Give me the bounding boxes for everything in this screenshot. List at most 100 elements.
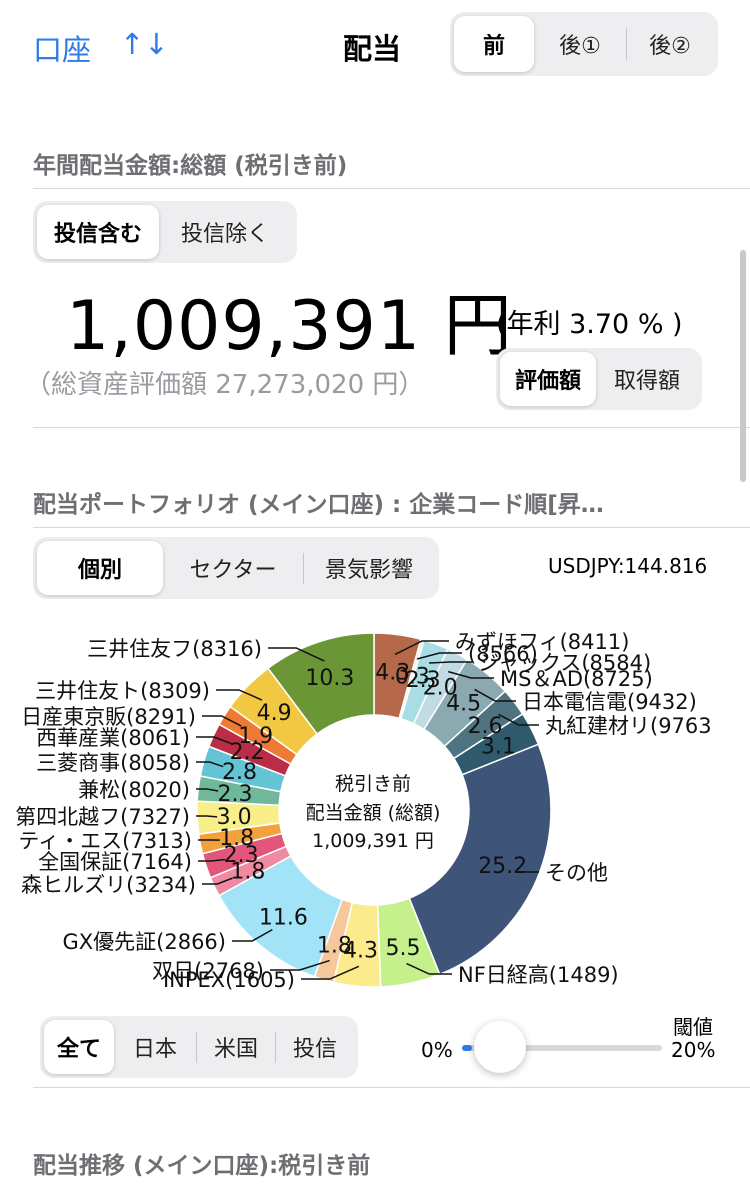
donut-slice-label: 双日(2768) [152, 959, 264, 983]
donut-slice-label: GX優先証(2866) [63, 930, 227, 954]
divider [33, 527, 750, 528]
donut-value-label: 2.0 [423, 676, 458, 701]
donut-value-label: 4.3 [343, 938, 378, 963]
tab-after-tax-1[interactable]: 後① [559, 34, 601, 59]
donut-leader-line [196, 788, 219, 792]
divider [33, 188, 750, 189]
donut-value-label: 2.3 [218, 782, 253, 807]
donut-leader-line [198, 858, 226, 862]
donut-slice-label: 兼松(8020) [78, 778, 190, 802]
donut-leader-line [416, 652, 462, 660]
donut-value-label: 10.3 [305, 666, 354, 691]
donut-leader-line [202, 877, 233, 885]
donut-leader-line [474, 688, 516, 702]
donut-slice-label: 森ヒルズリ(3234) [21, 873, 196, 897]
tab-market-value[interactable]: 評価額 [500, 352, 596, 406]
donut-value-label: 1.8 [230, 860, 265, 885]
donut-slice-label: 第四北越フ(7327) [15, 805, 190, 829]
divider [33, 1087, 750, 1088]
donut-value-label: 2.8 [222, 760, 257, 785]
tax-mode-segmented: 前 後① 後② [450, 12, 718, 76]
threshold-slider-track[interactable] [462, 1045, 662, 1051]
donut-leader-line [196, 761, 224, 768]
donut-leader-line [448, 670, 494, 679]
dividend-transition-title: 配当推移 (メイン口座):税引き前 [33, 1153, 371, 1179]
donut-leader-line [498, 713, 539, 726]
threshold-slider-fill [462, 1045, 472, 1051]
scrollbar[interactable] [740, 250, 746, 482]
divider [196, 1031, 197, 1063]
donut-value-label: 2.3 [224, 843, 259, 868]
tab-trust[interactable]: 投信 [292, 1037, 337, 1062]
donut-leader-line [270, 959, 330, 971]
portfolio-view-segmented: 個別 セクター 景気影響 [33, 537, 439, 599]
donut-slice-label: 西華産業(8061) [36, 726, 190, 750]
tab-include-trusts[interactable]: 投信含む [37, 205, 159, 259]
dividend-donut-chart: みずほフィ(8411)(8566)ジャックス(8584)MS＆AD(8725)日… [15, 630, 711, 992]
donut-value-label: 1.9 [238, 724, 273, 749]
donut-leader-line [394, 640, 449, 656]
threshold-label: 閾値 [673, 1015, 713, 1039]
threshold-min-label: 0% [421, 1038, 453, 1062]
region-filter-segmented: 全て 日本 米国 投信 [40, 1016, 358, 1078]
tab-individual[interactable]: 個別 [37, 541, 163, 595]
annual-dividend-title: 年間配当金額:総額 (税引き前) [33, 153, 348, 179]
donut-center-label: 税引き前 [335, 773, 411, 795]
donut-slice-label: 三菱商事(8058) [36, 751, 190, 775]
donut-center-total: 1,009,391 円 [312, 830, 434, 852]
donut-slice-label: ジャックス(8584) [478, 651, 651, 675]
donut-value-label: 11.6 [259, 906, 308, 931]
donut-leader-line [202, 715, 242, 727]
donut-slice-label: 日本電信電(9432) [522, 690, 697, 714]
donut-leader-line [429, 661, 472, 664]
donut-value-label: 5.5 [386, 936, 421, 961]
donut-slice-label: その他 [545, 861, 608, 885]
donut-value-label: 2.3 [406, 668, 441, 693]
tab-before-tax[interactable]: 前 [454, 16, 534, 72]
donut-slice-label: 全国保証(7164) [38, 850, 192, 874]
donut-leader-line [232, 928, 273, 942]
tab-us[interactable]: 米国 [213, 1037, 258, 1062]
donut-leader-line [268, 647, 325, 662]
donut-slice-label: 日産東京販(8291) [21, 705, 196, 729]
tab-economic-impact[interactable]: 景気影響 [324, 558, 413, 583]
donut-value-label: 25.2 [478, 854, 527, 879]
donut-slice-label: NF日経高(1489) [458, 963, 619, 987]
donut-value-label: 1.8 [317, 933, 352, 958]
donut-value-label: 4.5 [446, 691, 481, 716]
donut-value-label: 4.3 [375, 660, 410, 685]
tab-exclude-trusts[interactable]: 投信除く [180, 222, 269, 247]
threshold-slider-thumb[interactable] [474, 1021, 526, 1073]
account-button[interactable]: 口座 [33, 33, 92, 67]
tab-all[interactable]: 全て [44, 1020, 114, 1074]
tab-sector[interactable]: セクター [189, 558, 277, 583]
divider [33, 427, 750, 428]
annual-dividend-amount: 1,009,391 円 [66, 287, 513, 366]
donut-slice-label: 三井住友ト(8309) [35, 679, 210, 703]
portfolio-title: 配当ポートフォリオ (メイン口座) : 企業コード順[昇… [33, 492, 604, 518]
donut-value-label: 2.6 [468, 714, 503, 739]
tab-after-tax-2[interactable]: 後② [649, 34, 691, 59]
donut-value-label: 3.0 [217, 805, 252, 830]
donut-slice-label: 三井住友フ(8316) [87, 637, 262, 661]
fx-rate: USDJPY:144.816 [548, 554, 708, 578]
donut-leader-line [196, 736, 232, 745]
divider [626, 28, 627, 60]
donut-slice-label: MS＆AD(8725) [500, 667, 653, 691]
basis-segmented: 評価額 取得額 [496, 348, 702, 410]
donut-leader-line [196, 815, 218, 818]
donut-leader-line [406, 962, 452, 975]
sort-icon[interactable]: ↑↓ [120, 27, 169, 61]
divider [303, 552, 304, 584]
trust-filter-segmented: 投信含む 投信除く [33, 201, 297, 263]
tab-japan[interactable]: 日本 [132, 1037, 177, 1062]
total-assets-value: （総資産評価額 27,273,020 円） [25, 370, 425, 400]
divider [275, 1031, 276, 1063]
threshold-max-label: 20% [671, 1038, 716, 1062]
tab-acquisition-cost[interactable]: 取得額 [613, 369, 680, 394]
donut-value-label: 2.2 [230, 740, 265, 765]
donut-slice-label: INPEX(1605) [163, 968, 295, 992]
donut-value-label: 0.3 [395, 664, 430, 689]
donut-value-label: 3.1 [481, 735, 516, 760]
donut-slice-label: みずほフィ(8411) [455, 630, 629, 654]
